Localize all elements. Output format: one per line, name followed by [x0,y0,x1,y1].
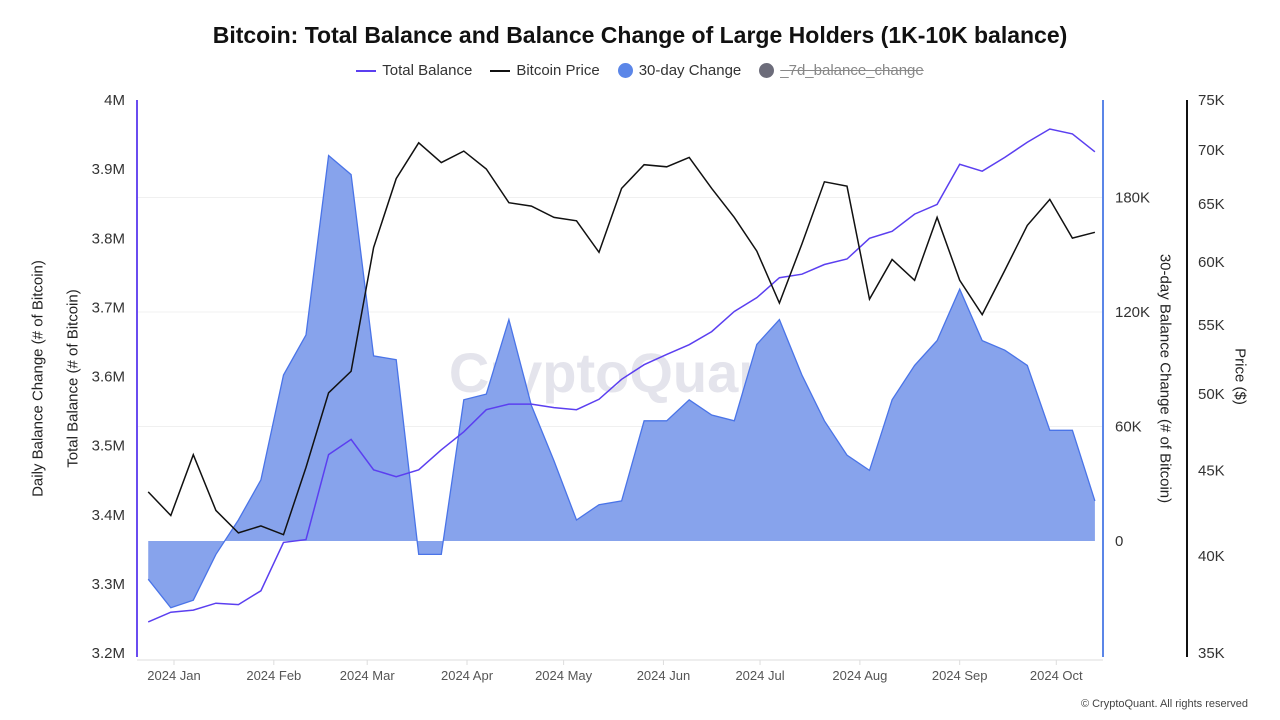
right-inner-tick-label: 180K [1115,190,1150,207]
right-inner-tick-label: 60K [1115,419,1142,436]
total-balance-line [147,128,1096,623]
line-swatch-icon [356,69,377,72]
30-day-change-line [147,154,1096,609]
legend-label: _7d_balance_change [780,62,924,79]
legend-label: Total Balance [382,62,473,79]
x-tick-label: 2024 Jan [147,668,201,683]
right-outer-tick-label: 70K [1198,142,1225,159]
x-tick-label: 2024 Aug [832,668,887,683]
left-tick-label: 3.9M [92,161,125,178]
line-swatch-icon [490,69,511,72]
left-tick-label: 3.5M [92,438,125,455]
x-tick-label: 2024 Mar [340,668,396,683]
legend-label: 30-day Change [638,62,742,79]
left-tick-label: 3.7M [92,299,125,316]
circle-swatch-icon [759,63,775,78]
right-outer-tick-label: 40K [1198,548,1225,565]
right-outer-tick-label: 75K [1198,92,1225,109]
legend-item-total-balance[interactable]: Total Balance [356,62,472,79]
right-outer-tick-label: 45K [1198,463,1225,480]
chart-title: Bitcoin: Total Balance and Balance Chang… [212,22,1068,48]
left-tick-label: 3.4M [92,507,125,524]
bitcoin-price-line [147,141,1096,536]
left-tick-label: 3.8M [92,230,125,247]
right-outer-tick-label: 65K [1198,196,1225,213]
legend-item-bitcoin-price[interactable]: Bitcoin Price [490,62,600,79]
circle-swatch-icon [617,63,633,78]
legend: Total Balance Bitcoin Price 30-day Chang… [0,62,1280,79]
legend-item-30-day-change[interactable]: 30-day Change [617,62,742,79]
right-inner-tick-label: 120K [1115,304,1150,321]
right-outer-tick-label: 50K [1198,386,1225,403]
right-outer-tick-label: 60K [1198,254,1225,271]
legend-item-7d-balance-change[interactable]: _7d_balance_change [759,62,924,79]
copyright: © CryptoQuant. All rights reserved [1080,698,1248,710]
legend-label: Bitcoin Price [516,62,600,79]
left-tick-label: 3.6M [92,369,125,386]
x-tick-label: 2024 Jul [735,668,784,683]
right-outer-tick-label: 55K [1198,317,1225,334]
right-inner-tick-label: 0 [1115,533,1123,550]
x-tick-label: 2024 Jun [637,668,691,683]
left-tick-label: 3.3M [92,576,125,593]
x-tick-label: 2024 Sep [932,668,988,683]
x-tick-label: 2024 Feb [246,668,301,683]
x-tick-label: 2024 Apr [441,668,494,683]
left-tick-label: 3.2M [92,645,125,662]
right-outer-tick-label: 35K [1198,645,1225,662]
x-tick-label: 2024 Oct [1030,668,1083,683]
left-tick-label: 4M [104,92,125,109]
x-tick-label: 2024 May [535,668,593,683]
30-day-change-area [148,155,1095,608]
